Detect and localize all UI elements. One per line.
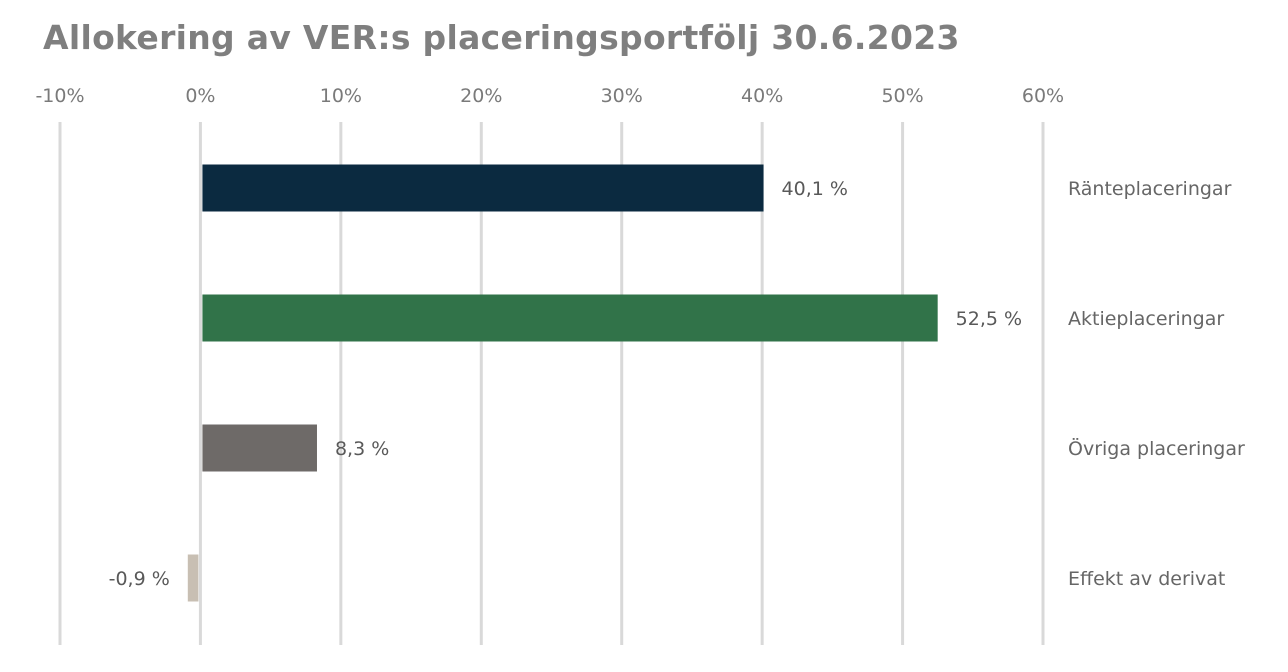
bar-ranteplaceringar <box>202 164 764 212</box>
category-labels: Ränteplaceringar Aktieplaceringar Övriga p… <box>1068 178 1245 590</box>
category-label-ranteplaceringar: Ränteplaceringar <box>1068 178 1232 200</box>
category-label-effekt-av-derivat: Effekt av derivat <box>1068 568 1225 590</box>
x-tick-label: 60% <box>1022 85 1064 107</box>
category-label-ovriga-placeringar: Övriga placeringar <box>1068 437 1245 460</box>
bar-ovriga-placeringar <box>202 424 317 472</box>
data-label-aktieplaceringar: 52,5 % <box>956 308 1022 330</box>
x-tick-label: 10% <box>320 85 362 107</box>
bars <box>187 164 938 602</box>
data-label-effekt-av-derivat: -0,9 % <box>109 568 170 590</box>
bar-aktieplaceringar <box>202 294 938 342</box>
category-label-aktieplaceringar: Aktieplaceringar <box>1068 308 1224 330</box>
x-tick-label: 40% <box>741 85 783 107</box>
data-label-ranteplaceringar: 40,1 % <box>782 178 848 200</box>
x-tick-label: 50% <box>881 85 923 107</box>
x-tick-label: -10% <box>35 85 84 107</box>
x-tick-label: 30% <box>601 85 643 107</box>
x-tick-label: 20% <box>460 85 502 107</box>
chart-title: Allokering av VER:s placeringsportfölj 3… <box>43 18 960 57</box>
data-label-ovriga-placeringar: 8,3 % <box>335 438 389 460</box>
x-axis-tick-labels: -10% 0% 10% 20% 30% 40% 50% 60% <box>35 85 1064 107</box>
bar-effekt-av-derivat <box>187 554 199 602</box>
data-labels: 40,1 % 52,5 % 8,3 % -0,9 % <box>109 178 1022 590</box>
x-tick-label: 0% <box>185 85 215 107</box>
